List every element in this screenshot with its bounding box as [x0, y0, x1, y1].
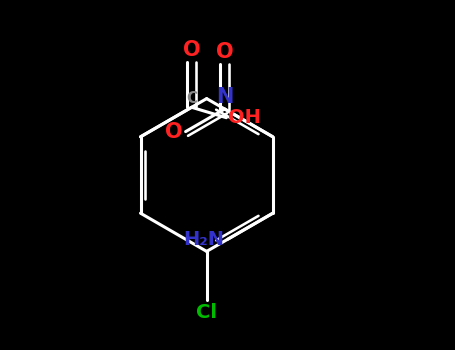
Text: O: O [165, 121, 183, 142]
Text: O: O [216, 42, 233, 62]
Text: Cl: Cl [196, 303, 217, 322]
Text: C: C [186, 91, 197, 106]
Text: H₂N: H₂N [183, 230, 224, 249]
Text: N: N [216, 87, 233, 107]
Text: O: O [183, 40, 201, 61]
Text: OH: OH [228, 108, 261, 127]
